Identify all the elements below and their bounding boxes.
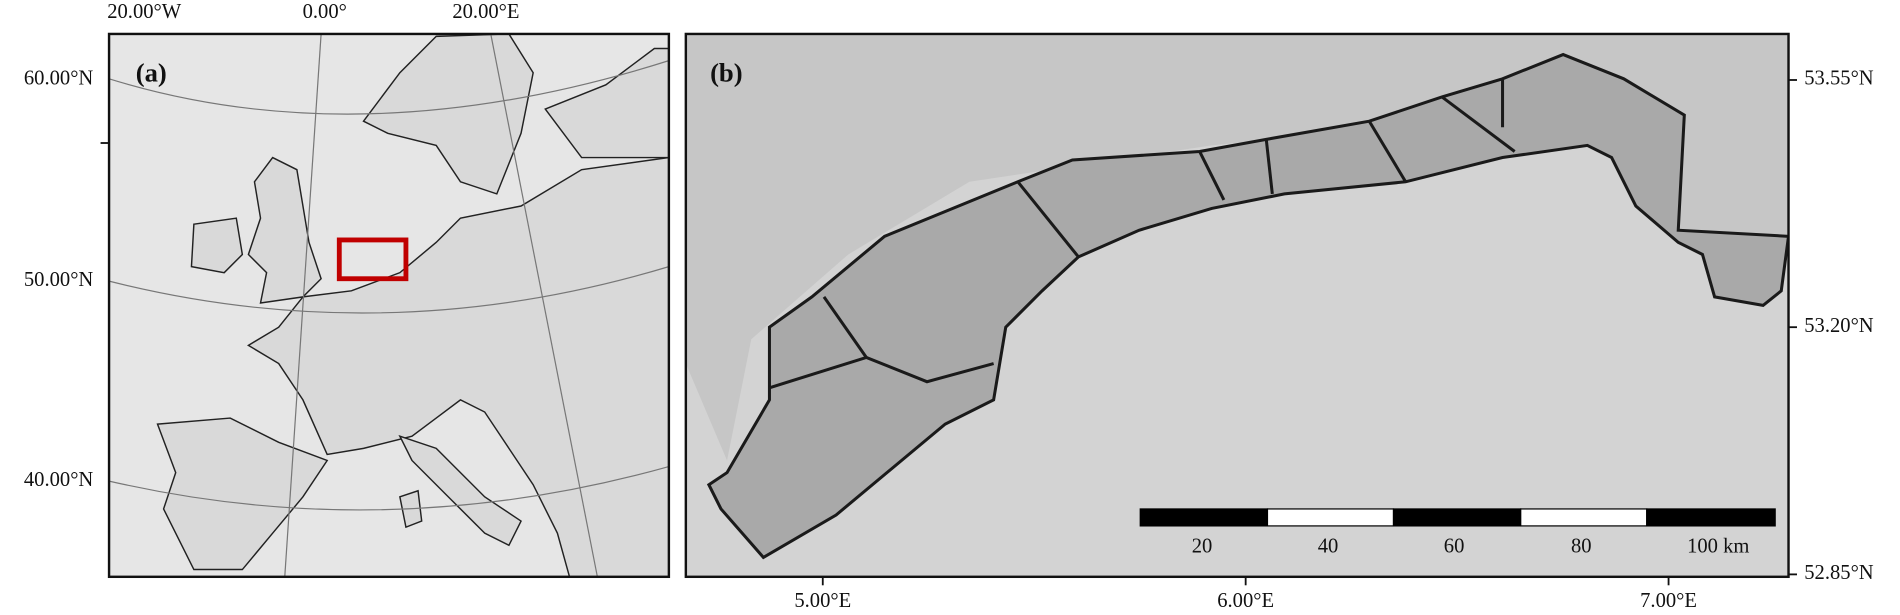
y-tick-label: 40.00°N [24, 469, 94, 491]
scale-label: 80 [1571, 535, 1592, 557]
y-tick-label: 53.20°N [1804, 315, 1874, 337]
map-a [109, 33, 669, 577]
y-tick-label: 53.55°N [1804, 68, 1874, 90]
scale-label: 20 [1192, 535, 1213, 557]
x-tick-label: 20.00°E [452, 1, 519, 23]
graticule [109, 33, 669, 577]
tidal-basins [706, 52, 1789, 560]
panel-label: (a) [136, 57, 167, 87]
scale-label: 100 km [1687, 535, 1749, 557]
basin-boundaries [768, 78, 1516, 390]
map-b [685, 33, 1789, 577]
y-tick-label: 52.85°N [1804, 562, 1874, 584]
x-tick-label: 6.00°E [1217, 590, 1274, 612]
y-tick-label: 50.00°N [24, 269, 94, 291]
y-tick-label: 60.00°N [24, 68, 94, 90]
panel-label: (b) [710, 57, 743, 87]
scale-label: 60 [1444, 535, 1465, 557]
frame-b [684, 32, 1790, 579]
scale-label: 40 [1318, 535, 1339, 557]
x-tick-label: 5.00°E [794, 590, 851, 612]
frame-a [107, 32, 671, 579]
study-area-box [336, 237, 409, 282]
x-tick-label: 20.00°W [107, 1, 182, 23]
x-tick-label: 0.00° [303, 1, 347, 23]
tick-marks [100, 79, 1798, 586]
x-tick-label: 7.00°E [1640, 590, 1697, 612]
scale-bar [1139, 508, 1776, 527]
land [685, 72, 1789, 577]
land [156, 33, 669, 577]
